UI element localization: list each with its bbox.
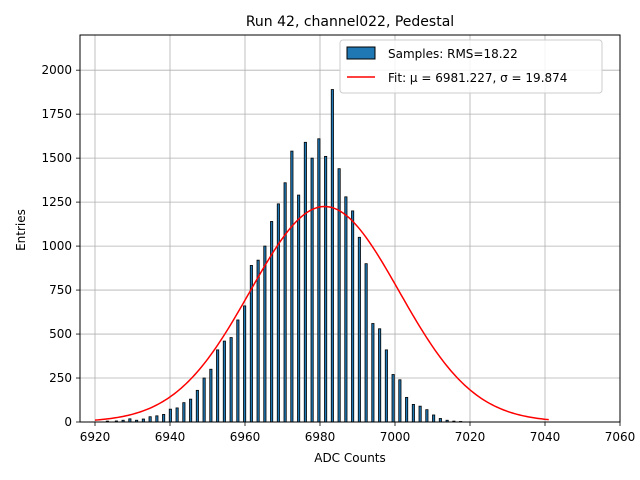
legend-label-fit: Fit: μ = 6981.227, σ = 19.874 (388, 71, 567, 85)
histogram-bar (162, 414, 166, 423)
histogram-bar (411, 404, 415, 423)
y-tick-label: 2000 (41, 63, 72, 77)
histogram-bar (195, 389, 199, 423)
histogram-bar (216, 349, 220, 423)
histogram-bar (330, 89, 334, 423)
histogram-bar (276, 203, 280, 423)
x-axis-label: ADC Counts (314, 451, 386, 465)
y-axis-ticks: 0 250 500 750 1000 1250 1500 1750 2000 (41, 63, 80, 429)
histogram-bar (290, 150, 294, 423)
y-tick-label: 1250 (41, 195, 72, 209)
x-tick-label: 7000 (380, 430, 411, 444)
x-tick-label: 6920 (80, 430, 111, 444)
legend-label-samples: Samples: RMS=18.22 (388, 47, 518, 61)
histogram-bar (378, 328, 382, 423)
histogram-bar (202, 377, 206, 423)
histogram-bar (337, 168, 341, 423)
y-tick-label: 1500 (41, 151, 72, 165)
histogram-bar (303, 141, 307, 423)
y-tick-label: 1000 (41, 239, 72, 253)
fit-curve (94, 205, 549, 421)
histogram-bar (425, 409, 429, 423)
histogram-bar (351, 210, 355, 423)
y-tick-label: 750 (49, 283, 72, 297)
histogram-bar (391, 374, 395, 423)
x-tick-label: 6940 (155, 430, 186, 444)
plot-frame (79, 34, 621, 423)
histogram-bar (189, 398, 193, 423)
y-axis-label: Entries (14, 209, 28, 251)
legend-box (339, 39, 603, 94)
histogram-bar (418, 405, 422, 423)
histogram-bar (317, 138, 321, 423)
legend: Samples: RMS=18.22 Fit: μ = 6981.227, σ … (339, 39, 603, 94)
histogram-bar (310, 157, 314, 423)
chart-title: Run 42, channel022, Pedestal (246, 14, 454, 30)
y-tick-label: 0 (64, 415, 72, 429)
histogram-bar (283, 182, 287, 423)
histogram-bar (236, 319, 240, 423)
histogram-bar (344, 196, 348, 423)
histogram-bar (263, 245, 267, 423)
histogram-bar (209, 368, 213, 423)
x-tick-label: 7060 (605, 430, 636, 444)
histogram-bar (243, 305, 247, 423)
histogram-bar (364, 263, 368, 423)
x-tick-label: 6980 (305, 430, 336, 444)
histogram-bar (148, 416, 152, 423)
histogram-bar (324, 155, 328, 423)
histogram-bar (405, 396, 409, 423)
y-tick-label: 1750 (41, 107, 72, 121)
histogram-bar (256, 259, 260, 423)
histogram-bar (168, 408, 172, 423)
y-tick-label: 500 (49, 327, 72, 341)
x-axis-ticks: 6920 6940 6960 6980 7000 7020 7040 7060 (80, 422, 636, 444)
histogram-bar (270, 221, 274, 423)
histogram-bar (182, 402, 186, 423)
histogram-bar (432, 414, 436, 423)
histogram-bar (297, 194, 301, 423)
x-tick-label: 7020 (455, 430, 486, 444)
x-tick-label: 6960 (230, 430, 261, 444)
histogram-bar (229, 337, 233, 423)
histogram-bar (371, 323, 375, 423)
histogram-bar (398, 379, 402, 423)
legend-bar-swatch (346, 46, 376, 60)
histogram-bar (357, 236, 361, 423)
histogram-bar (384, 349, 388, 423)
histogram-bar (155, 415, 159, 423)
y-tick-label: 250 (49, 371, 72, 385)
x-tick-label: 7040 (530, 430, 561, 444)
histogram-bar (438, 418, 442, 423)
histogram-bar (175, 407, 179, 423)
histogram-bar (222, 340, 226, 423)
